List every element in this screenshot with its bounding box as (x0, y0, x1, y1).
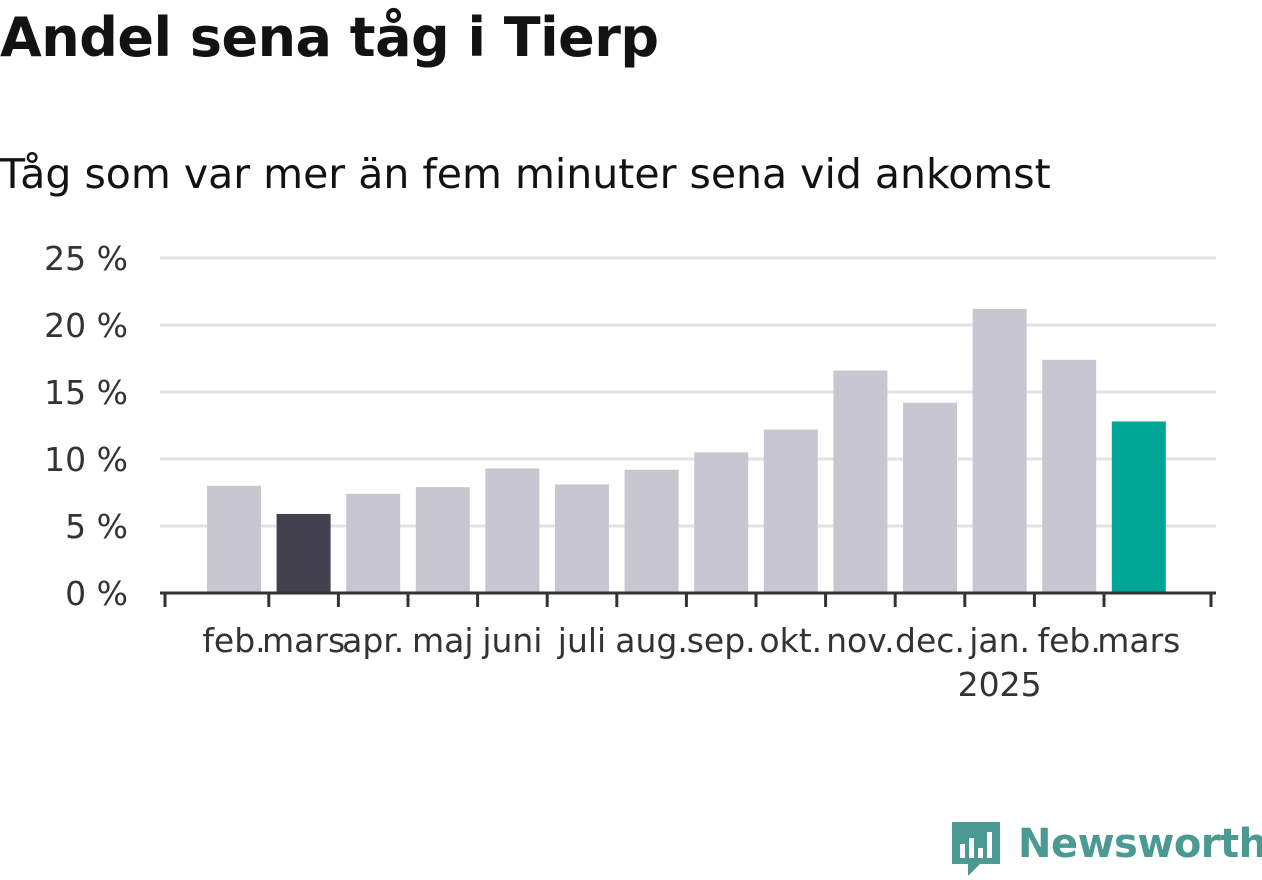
bar (903, 402, 957, 593)
y-axis-tick-labels: 0 % 5 % 10 % 15 % 20 % 25 % (44, 239, 128, 613)
x-tick-label: okt. (759, 621, 822, 660)
bar (346, 493, 401, 593)
y-tick-label: 10 % (44, 440, 128, 479)
x-tick-label: aug. (615, 621, 688, 660)
chart-title: Andel sena tåg i Tierp (0, 6, 659, 69)
x-tick-label: feb. (202, 621, 265, 660)
x-tick-label: nov. (826, 621, 895, 660)
bar (485, 468, 540, 593)
x-tick-label: sep. (687, 621, 756, 660)
y-tick-label: 15 % (44, 373, 128, 412)
bar (694, 452, 749, 593)
newsworthy-logo[interactable]: Newsworthy (950, 818, 1262, 880)
gridlines (160, 256, 1216, 528)
x-tick-label: mars (262, 621, 345, 660)
x-tick-label: apr. (342, 621, 404, 660)
y-tick-label: 25 % (44, 239, 128, 278)
bar (1111, 421, 1166, 593)
x-year-label: 2025 (958, 665, 1042, 704)
x-tick-label: jan. (968, 621, 1030, 660)
bar (555, 484, 609, 593)
chart-subtitle: Tåg som var mer än fem minuter sena vid … (0, 150, 1051, 198)
bar (624, 469, 679, 593)
bars (207, 308, 1166, 593)
x-tick-label: maj (412, 621, 474, 660)
x-tick-label: feb. (1038, 621, 1101, 660)
bar (415, 487, 470, 593)
x-tick-label: mars (1097, 621, 1180, 660)
bar (276, 513, 331, 593)
bar (833, 370, 888, 593)
x-tick-label: juni (481, 621, 542, 660)
y-tick-label: 20 % (44, 306, 128, 345)
bar (763, 429, 818, 593)
bar (207, 485, 261, 593)
x-tick-label: juli (557, 621, 606, 660)
y-tick-label: 0 % (65, 574, 128, 613)
newsworthy-logo-text: Newsworthy (1018, 821, 1262, 867)
x-axis (160, 591, 1216, 607)
bar (972, 308, 1027, 593)
x-tick-label: dec. (895, 621, 965, 660)
bar (1042, 359, 1097, 593)
y-tick-label: 5 % (65, 507, 128, 546)
newsworthy-logo-icon (952, 822, 1000, 876)
